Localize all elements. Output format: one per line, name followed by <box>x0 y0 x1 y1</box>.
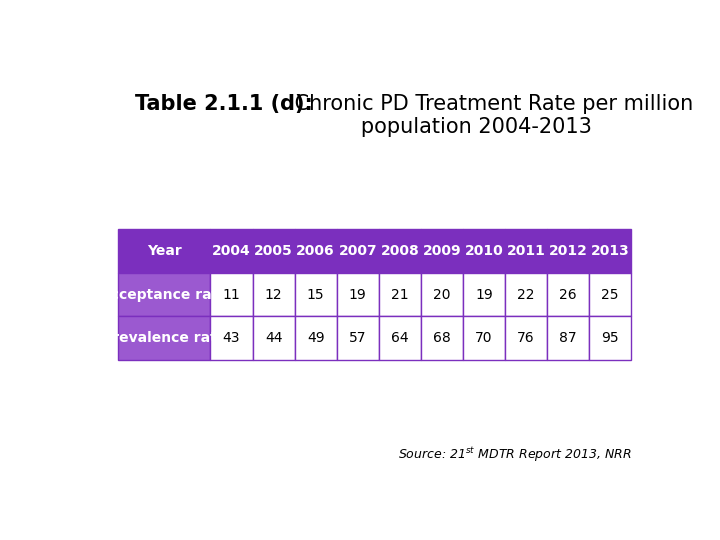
Bar <box>253 229 294 273</box>
Bar <box>118 229 210 273</box>
Bar <box>253 273 294 316</box>
Bar <box>253 316 294 360</box>
Text: Source: 21$^{st}$ MDTR Report 2013, NRR: Source: 21$^{st}$ MDTR Report 2013, NRR <box>397 446 631 464</box>
Bar <box>379 316 421 360</box>
Bar <box>210 316 253 360</box>
Bar <box>547 273 589 316</box>
Text: 11: 11 <box>222 287 240 301</box>
Text: 2004: 2004 <box>212 244 251 258</box>
Text: 15: 15 <box>307 287 325 301</box>
Text: 25: 25 <box>601 287 619 301</box>
Text: 95: 95 <box>601 331 619 345</box>
Bar <box>589 316 631 360</box>
Text: 76: 76 <box>517 331 535 345</box>
Bar <box>589 273 631 316</box>
Text: 2007: 2007 <box>338 244 377 258</box>
Text: Chronic PD Treatment Rate per million
           population 2004-2013: Chronic PD Treatment Rate per million po… <box>288 94 693 137</box>
Bar <box>294 316 337 360</box>
Bar <box>294 229 337 273</box>
Text: 70: 70 <box>475 331 492 345</box>
Bar <box>294 273 337 316</box>
Bar <box>547 316 589 360</box>
Bar <box>210 273 253 316</box>
Text: 87: 87 <box>559 331 577 345</box>
Text: 68: 68 <box>433 331 451 345</box>
Text: 2013: 2013 <box>591 244 629 258</box>
Text: Prevalence rate: Prevalence rate <box>102 331 226 345</box>
Text: 2006: 2006 <box>297 244 335 258</box>
Text: 19: 19 <box>349 287 366 301</box>
Text: 22: 22 <box>517 287 535 301</box>
Bar <box>589 229 631 273</box>
Text: Year: Year <box>147 244 181 258</box>
Bar <box>379 229 421 273</box>
Text: 21: 21 <box>391 287 409 301</box>
Bar <box>379 273 421 316</box>
Bar <box>463 273 505 316</box>
Text: 64: 64 <box>391 331 409 345</box>
Text: 2005: 2005 <box>254 244 293 258</box>
Text: 19: 19 <box>475 287 493 301</box>
Text: 44: 44 <box>265 331 282 345</box>
Bar <box>210 229 253 273</box>
Text: 2008: 2008 <box>380 244 419 258</box>
Text: 26: 26 <box>559 287 577 301</box>
Bar <box>421 273 463 316</box>
Text: 2009: 2009 <box>423 244 462 258</box>
Bar <box>463 316 505 360</box>
Text: Table 2.1.1 (d):: Table 2.1.1 (d): <box>135 94 312 114</box>
Text: 2011: 2011 <box>507 244 546 258</box>
Text: 49: 49 <box>307 331 325 345</box>
Bar <box>337 273 379 316</box>
Text: 20: 20 <box>433 287 451 301</box>
Text: Acceptance rate: Acceptance rate <box>100 287 228 301</box>
Bar <box>337 316 379 360</box>
Bar <box>505 273 547 316</box>
Bar <box>337 229 379 273</box>
Bar <box>118 316 210 360</box>
Text: 57: 57 <box>349 331 366 345</box>
Bar <box>547 229 589 273</box>
Bar <box>421 316 463 360</box>
Bar <box>463 229 505 273</box>
Bar <box>118 273 210 316</box>
Bar <box>505 229 547 273</box>
Text: 43: 43 <box>222 331 240 345</box>
Bar <box>505 316 547 360</box>
Text: 2010: 2010 <box>464 244 503 258</box>
Text: 2012: 2012 <box>549 244 588 258</box>
Bar <box>421 229 463 273</box>
Text: 12: 12 <box>265 287 282 301</box>
